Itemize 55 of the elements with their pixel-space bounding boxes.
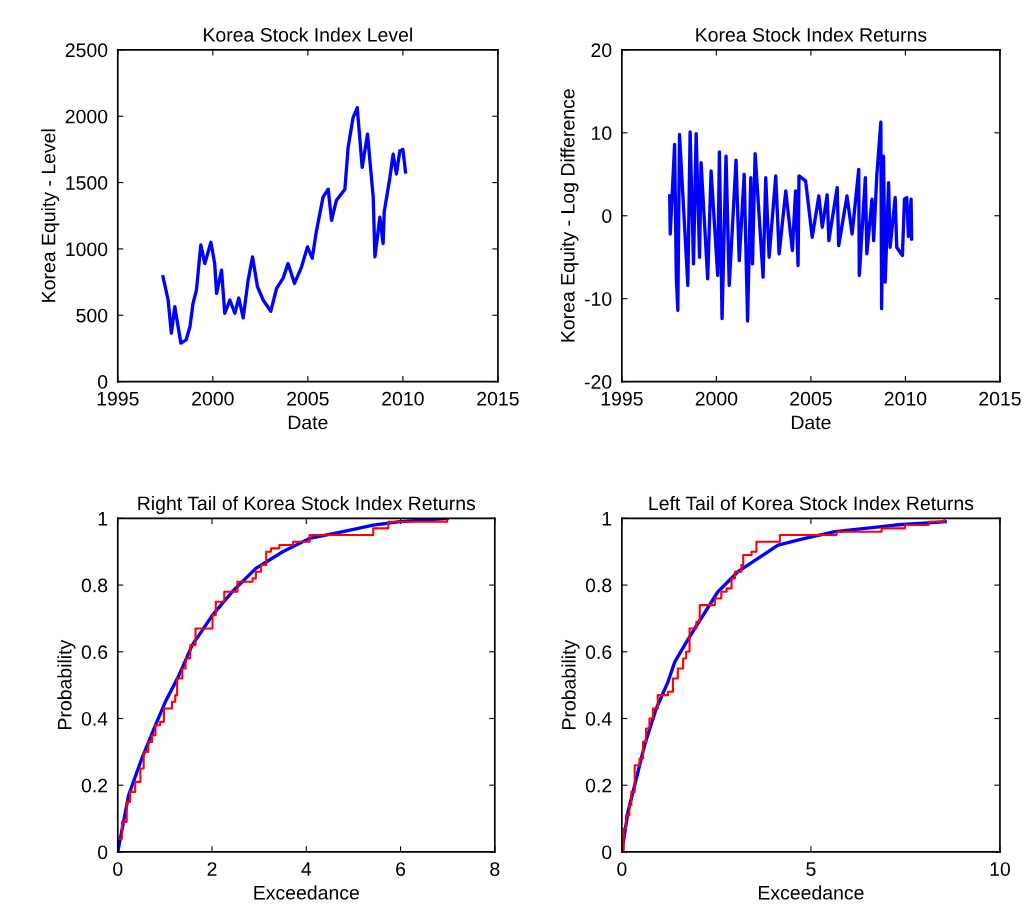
y-tick-label: 20 [591, 43, 612, 58]
x-tick-label: 2 [207, 862, 217, 876]
y-tick-label: 1 [602, 512, 612, 526]
y-tick-label: 0 [97, 375, 108, 389]
x-tick-label: 0 [113, 862, 123, 876]
x-tick-label: 2010 [382, 391, 424, 406]
y-tick-label: 0.4 [585, 711, 612, 726]
y-tick-label: 10 [592, 126, 612, 141]
chart-title: Right Tail of Korea Stock Index Returns [138, 495, 476, 515]
line-series [161, 105, 408, 345]
line-series [668, 120, 914, 323]
x-tick-label: 4 [301, 862, 312, 876]
y-tick-label: 0.6 [585, 645, 612, 660]
x-tick-label: 6 [396, 862, 406, 876]
x-tick-label: 5 [806, 862, 816, 876]
y-tick-label: -10 [584, 292, 612, 306]
x-tick-label: 2015 [979, 391, 1021, 406]
x-tick-label: 2000 [192, 391, 234, 406]
x-tick-label: 1995 [97, 391, 139, 406]
y-axis-title: Korea Equity - Level [41, 129, 60, 302]
y-tick-label: 0.6 [81, 645, 108, 660]
y-tick-label: 0.2 [81, 778, 108, 793]
x-tick-label: 2000 [695, 391, 738, 406]
y-tick-label: 0.8 [81, 578, 108, 593]
y-tick-label: 0 [602, 209, 612, 223]
y-axis-title: Korea Equity - Log Difference [560, 89, 579, 342]
y-tick-label: -20 [584, 375, 612, 389]
y-tick-label: 2500 [65, 43, 108, 58]
x-tick-label: 2005 [287, 391, 329, 406]
x-tick-label: 2010 [884, 391, 927, 406]
x-tick-label: 8 [490, 862, 500, 876]
y-tick-label: 2000 [65, 109, 108, 124]
x-tick-label: 2005 [790, 391, 832, 406]
y-tick-label: 1000 [66, 242, 108, 257]
y-tick-label: 0.2 [585, 778, 612, 793]
y-tick-label: 0 [97, 845, 108, 860]
y-tick-label: 500 [76, 308, 108, 323]
x-axis-title: Date [791, 415, 831, 430]
y-tick-label: 1500 [66, 176, 108, 190]
y-tick-label: 0 [602, 845, 612, 860]
y-tick-label: 1 [98, 512, 108, 526]
chart-title: Left Tail of Korea Stock Index Returns [649, 495, 974, 511]
x-axis-title: Date [288, 415, 328, 430]
x-tick-label: 2015 [477, 391, 519, 406]
y-axis-title: Probability [561, 639, 580, 729]
chart-title: Korea Stock Index Returns [696, 27, 927, 42]
x-axis-title: Exceedance [758, 885, 864, 900]
x-tick-label: 1995 [601, 391, 643, 406]
x-tick-label: 0 [617, 862, 627, 876]
y-axis-title: Probability [57, 639, 76, 729]
y-tick-label: 0.4 [81, 711, 108, 726]
chart-title: Korea Stock Index Level [204, 27, 412, 42]
x-tick-label: 10 [990, 862, 1010, 876]
y-tick-label: 0.8 [585, 578, 612, 593]
x-axis-title: Exceedance [254, 885, 359, 900]
